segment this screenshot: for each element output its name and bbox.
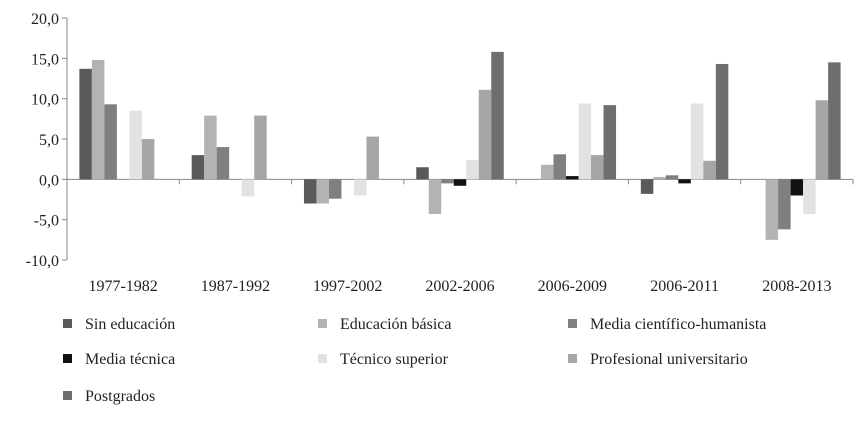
bar bbox=[191, 155, 205, 180]
bar bbox=[678, 179, 691, 184]
bar bbox=[453, 179, 467, 186]
bar bbox=[491, 51, 504, 180]
bar bbox=[541, 164, 554, 180]
bar bbox=[428, 179, 442, 215]
bar bbox=[653, 176, 666, 180]
bar bbox=[778, 179, 791, 230]
bar bbox=[91, 59, 105, 180]
x-category-label: 1977-1982 bbox=[88, 278, 157, 295]
legend-label: Postgrados bbox=[85, 388, 155, 405]
y-tick-label: 15,0 bbox=[31, 51, 59, 68]
y-tick-label: -10,0 bbox=[26, 253, 59, 270]
x-category-label: 2002-2006 bbox=[425, 278, 494, 295]
legend-label: Sin educación bbox=[85, 316, 175, 333]
legend-swatch bbox=[568, 354, 577, 363]
bar bbox=[466, 159, 479, 180]
bar bbox=[104, 104, 117, 180]
bar bbox=[416, 167, 429, 180]
bar bbox=[665, 175, 679, 180]
legend-label: Profesional universitario bbox=[590, 351, 748, 368]
bar bbox=[703, 160, 716, 180]
x-category-label: 1997-2002 bbox=[313, 278, 382, 295]
legend-label: Media científico-humanista bbox=[590, 316, 766, 333]
x-category-label: 2006-2011 bbox=[650, 278, 719, 295]
legend-label: Educación básica bbox=[340, 316, 452, 333]
bar bbox=[254, 115, 267, 180]
bar bbox=[141, 139, 155, 180]
x-category-label: 2006-2009 bbox=[538, 278, 607, 295]
bar bbox=[441, 179, 454, 184]
legend-swatch bbox=[63, 319, 72, 328]
bar bbox=[366, 136, 379, 180]
bar bbox=[204, 115, 217, 180]
legend-label: Media técnica bbox=[85, 351, 175, 368]
legend-swatch bbox=[568, 319, 577, 328]
bar bbox=[353, 179, 367, 196]
bar bbox=[553, 154, 567, 180]
bar bbox=[715, 63, 729, 180]
bar bbox=[690, 103, 704, 180]
bar bbox=[603, 105, 617, 180]
bar bbox=[303, 179, 317, 204]
bar bbox=[828, 62, 841, 180]
bar bbox=[129, 110, 142, 180]
y-tick-label: 10,0 bbox=[31, 92, 59, 109]
y-tick-label: -5,0 bbox=[34, 213, 59, 230]
legend-swatch bbox=[318, 319, 327, 328]
x-category-label: 1987-1992 bbox=[201, 278, 270, 295]
legend-swatch bbox=[318, 354, 327, 363]
bar bbox=[478, 89, 492, 180]
bar bbox=[765, 179, 779, 240]
x-category-label: 2008-2013 bbox=[762, 278, 831, 295]
bar bbox=[328, 179, 342, 199]
bar bbox=[316, 179, 329, 204]
y-tick-label: 5,0 bbox=[39, 132, 59, 149]
bar bbox=[79, 68, 92, 180]
bar bbox=[803, 179, 816, 215]
y-tick-label: 0,0 bbox=[39, 172, 59, 189]
bar bbox=[216, 147, 230, 180]
legend-swatch bbox=[63, 354, 72, 363]
legend-swatch bbox=[63, 391, 72, 400]
bar bbox=[591, 155, 604, 180]
y-tick-label: 20,0 bbox=[31, 11, 59, 28]
bar bbox=[640, 179, 654, 194]
bar bbox=[566, 176, 579, 180]
bar bbox=[578, 103, 592, 180]
bar bbox=[790, 179, 804, 196]
bar bbox=[815, 100, 829, 180]
bar bbox=[241, 179, 255, 197]
legend-label: Técnico superior bbox=[340, 351, 449, 368]
